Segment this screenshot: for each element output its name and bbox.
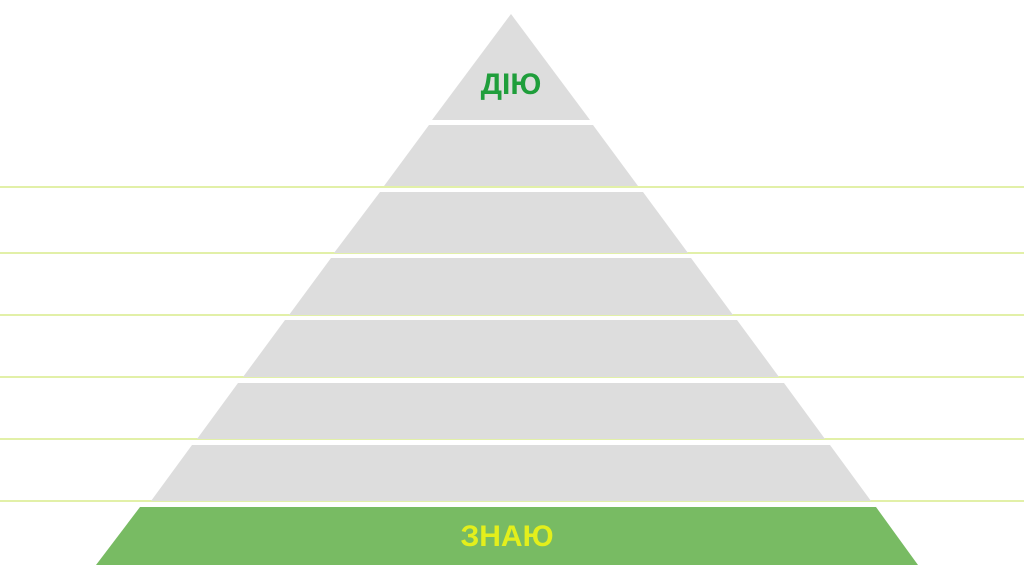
- pyramid-layer: [384, 125, 638, 186]
- pyramid-layer: [151, 445, 871, 501]
- pyramid-layer: [243, 320, 779, 377]
- pyramid-layer: [334, 192, 688, 253]
- pyramid-base: [96, 507, 918, 565]
- pyramid-layers: [96, 14, 918, 565]
- top-label: ДІЮ: [481, 68, 542, 101]
- pyramid-layer: [197, 383, 825, 439]
- bottom-label: ЗНАЮ: [460, 520, 553, 553]
- pyramid-layer: [289, 258, 733, 315]
- pyramid-top: [432, 14, 590, 120]
